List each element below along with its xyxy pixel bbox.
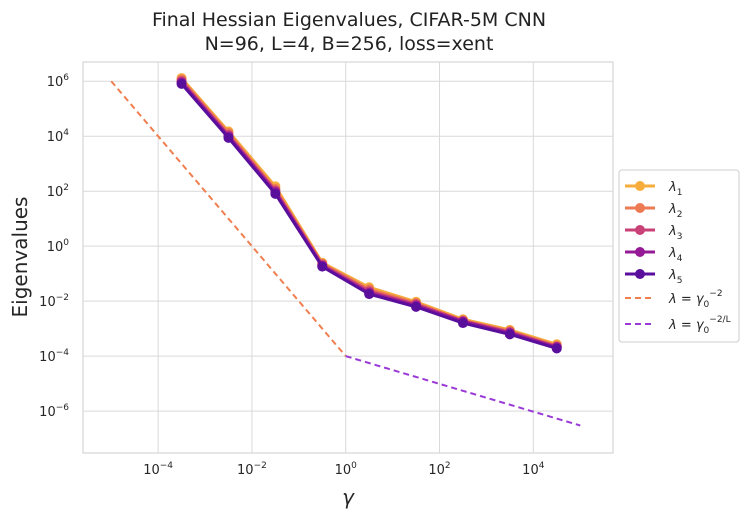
y-tick-label: 10−2 — [39, 293, 69, 310]
data-point — [317, 261, 328, 272]
data-point — [176, 78, 187, 89]
legend-marker — [635, 225, 645, 235]
chart-title-line2: N=96, L=4, B=256, loss=xent — [205, 33, 494, 55]
y-tick-label: 106 — [47, 73, 70, 90]
chart-title-line1: Final Hessian Eigenvalues, CIFAR-5M CNN — [152, 9, 546, 31]
legend: λ1 λ2 λ3 λ4 λ5 λ = γ0−2 λ = γ0−2/L — [618, 169, 740, 343]
reference-line — [110, 80, 347, 357]
y-tick-label: 10−4 — [39, 348, 69, 365]
data-point — [364, 289, 375, 300]
legend-label: λ3 — [668, 224, 682, 242]
grid — [83, 62, 613, 453]
y-tick-label: 10−6 — [39, 403, 69, 420]
y-tick-label: 104 — [47, 128, 70, 145]
x-axis: 10−4 10−2 100 102 104 — [143, 461, 545, 478]
data-point — [270, 188, 281, 199]
plot-area — [82, 61, 614, 454]
data-point — [411, 301, 422, 312]
legend-label: λ = γ0−2/L — [668, 315, 731, 336]
data-point — [504, 329, 515, 340]
y-tick-label: 100 — [47, 238, 70, 255]
data-point — [223, 132, 234, 143]
y-axis-label: Eigenvalues — [8, 197, 32, 318]
legend-label: λ = γ0−2 — [668, 289, 723, 310]
x-tick-label: 104 — [522, 461, 545, 478]
x-tick-label: 100 — [335, 461, 358, 478]
x-tick-label: 102 — [428, 461, 450, 478]
legend-marker — [635, 203, 645, 213]
y-axis: 106 104 102 100 10−2 10−4 10−6 — [39, 73, 69, 420]
series-5 — [176, 78, 562, 354]
data-series — [176, 73, 562, 354]
legend-label: λ5 — [668, 268, 682, 286]
reference-line — [345, 355, 581, 427]
y-tick-label: 102 — [47, 183, 69, 200]
data-point — [551, 343, 562, 354]
reference-lines — [110, 80, 581, 427]
legend-marker — [635, 181, 645, 191]
legend-marker — [635, 269, 645, 279]
x-axis-label: γ — [342, 485, 355, 509]
x-tick-label: 10−4 — [143, 461, 173, 478]
legend-label: λ2 — [668, 202, 682, 220]
x-tick-label: 10−2 — [237, 461, 267, 478]
data-point — [457, 318, 468, 329]
legend-marker — [635, 247, 645, 257]
legend-label: λ1 — [668, 180, 682, 198]
legend-label: λ4 — [668, 246, 683, 264]
